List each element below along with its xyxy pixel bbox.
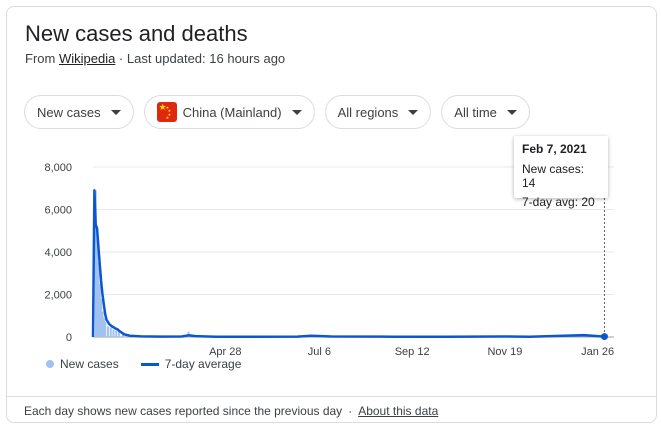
card-title: New cases and deaths [25,21,248,46]
chart-tooltip: Feb 7, 2021 New cases: 14 7-day avg: 20 [514,136,608,209]
y-tick-label: 0 [66,332,72,344]
filter-chips: New cases ★ ★ ★ ★ ★ China (Mainland) All… [24,95,530,129]
x-tick-label: Jan 26 [581,346,614,358]
caret-down-icon [506,109,517,115]
metric-dropdown[interactable]: New cases [24,95,134,129]
footer-note: Each day shows new cases reported since … [24,404,343,418]
legend-new-cases-label: New cases [60,357,119,371]
flag-star-icon: ★ [165,115,170,120]
avg-line [91,189,605,338]
flag-star-icon: ★ [165,105,170,110]
new-cases-bar [122,333,125,337]
tooltip-date: Feb 7, 2021 [522,142,587,156]
hover-point [600,333,608,341]
y-tick-label: 8,000 [44,162,72,174]
new-cases-bar [98,283,101,337]
new-cases-bar [115,330,118,337]
x-tick-label: Nov 19 [487,346,522,358]
footer-divider [7,396,656,397]
card-subtitle: From Wikipedia · Last updated: 16 hours … [25,51,285,66]
flag-star-icon: ★ [167,108,172,113]
caret-down-icon [110,109,121,115]
card-footer: Each day shows new cases reported since … [24,404,438,418]
footer-separator: · [348,404,353,418]
caret-down-icon [408,109,419,115]
new-cases-bar [117,331,120,337]
x-tick-label: Jul 6 [308,346,331,358]
about-data-link[interactable]: About this data [358,404,439,418]
legend-avg-swatch [140,362,159,366]
source-prefix: From [25,51,59,66]
region-dropdown[interactable]: All regions [324,95,432,129]
region-label: All regions [337,104,399,120]
metric-label: New cases [37,104,101,120]
new-cases-bar [101,311,104,337]
flag-star-icon: ★ [167,112,172,117]
source-link[interactable]: Wikipedia [58,51,116,66]
y-tick-label: 2,000 [44,290,72,302]
legend-new-cases-swatch [46,360,54,368]
flag-star-icon: ★ [158,102,167,112]
last-updated: · Last updated: 16 hours ago [115,51,286,66]
chart-legend: New cases 7-day average [46,357,241,371]
time-range-dropdown[interactable]: All time [441,95,530,129]
new-cases-bar [94,190,97,337]
covid-stats-card: New cases and deaths From Wikipedia · La… [6,6,657,423]
new-cases-bar [100,298,103,337]
legend-avg-label: 7-day average [164,357,242,371]
x-tick-label: Apr 28 [209,346,241,358]
tooltip-new-cases: New cases: 14 [522,162,585,190]
y-tick-label: 6,000 [44,205,72,217]
new-cases-bar [97,262,100,337]
tooltip-avg: 7-day avg: 20 [522,195,595,209]
x-tick-label: Sep 12 [395,346,430,358]
new-cases-bar [96,226,99,337]
new-cases-bar [102,317,105,337]
china-flag-icon: ★ ★ ★ ★ ★ [156,102,177,122]
country-dropdown[interactable]: ★ ★ ★ ★ ★ China (Mainland) [143,95,315,129]
country-label: China (Mainland) [182,104,282,120]
new-cases-bar [104,322,107,337]
new-cases-bar [112,329,115,337]
y-tick-label: 4,000 [44,247,72,259]
new-cases-bar [109,327,112,337]
new-cases-bar [107,326,110,337]
caret-down-icon [291,109,302,115]
time-label: All time [454,104,497,120]
